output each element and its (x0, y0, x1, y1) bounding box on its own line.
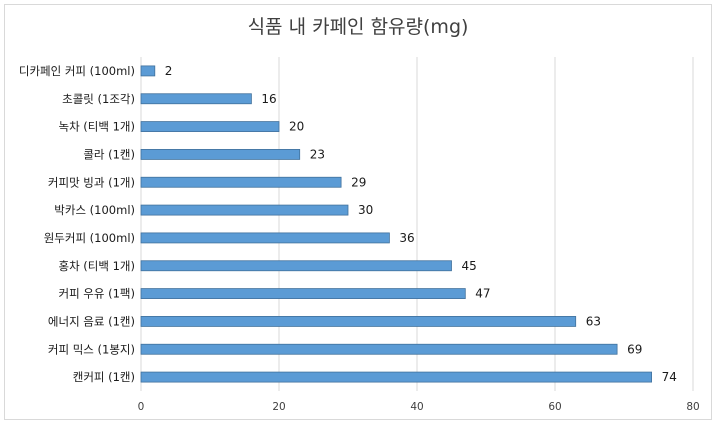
bars (140, 65, 653, 383)
data-label: 29 (351, 175, 366, 189)
category-label: 녹차 (티백 1개) (58, 120, 135, 134)
category-label: 에너지 음료 (1캔) (48, 314, 135, 328)
bar (140, 176, 342, 188)
data-label: 45 (462, 259, 477, 273)
bar (140, 65, 156, 77)
bar (140, 316, 577, 327)
chart-title: 식품 내 카페인 함유량(mg) (248, 16, 469, 38)
bar (140, 121, 280, 132)
data-label: 69 (627, 342, 642, 356)
category-label: 캔커피 (1캔) (73, 370, 135, 384)
bar (140, 260, 452, 272)
data-label: 36 (399, 231, 414, 245)
data-label: 30 (358, 203, 373, 217)
bar (140, 149, 301, 160)
data-label: 23 (310, 147, 325, 161)
x-axis-ticks: 0 20 40 60 80 (138, 401, 700, 413)
category-label: 원두커피 (100ml) (44, 231, 135, 245)
x-tick-label: 40 (410, 401, 423, 413)
category-label: 초콜릿 (1조각) (62, 92, 135, 106)
category-label: 콜라 (1캔) (83, 147, 135, 161)
category-label: 커피 믹스 (1봉지) (48, 342, 135, 356)
data-label: 63 (586, 314, 601, 328)
data-labels: 2 16 20 23 29 30 36 45 47 63 69 74 (165, 64, 677, 384)
bar (140, 343, 618, 355)
category-labels: 디카페인 커피 (100ml) 초콜릿 (1조각) 녹차 (티백 1개) 콜라 (1캔… (19, 64, 135, 384)
x-tick-label: 20 (272, 401, 285, 413)
category-label: 커피 우유 (1팩) (58, 287, 135, 301)
category-label: 홍차 (티백 1개) (58, 259, 135, 273)
gridlines (140, 57, 694, 391)
bar (140, 204, 349, 216)
data-label: 2 (165, 64, 173, 78)
data-label: 47 (475, 287, 490, 301)
category-label: 박카스 (100ml) (54, 203, 135, 217)
x-tick-label: 60 (548, 401, 561, 413)
category-label: 커피맛 빙과 (1개) (48, 175, 135, 189)
category-label: 디카페인 커피 (100ml) (19, 64, 135, 78)
data-label: 20 (289, 120, 304, 134)
bar (140, 371, 653, 383)
bar (140, 232, 390, 244)
data-label: 16 (261, 92, 276, 106)
x-tick-label: 80 (686, 401, 699, 413)
bar (140, 288, 466, 299)
bar (140, 93, 252, 105)
data-label: 74 (662, 370, 677, 384)
x-tick-label: 0 (138, 401, 145, 413)
